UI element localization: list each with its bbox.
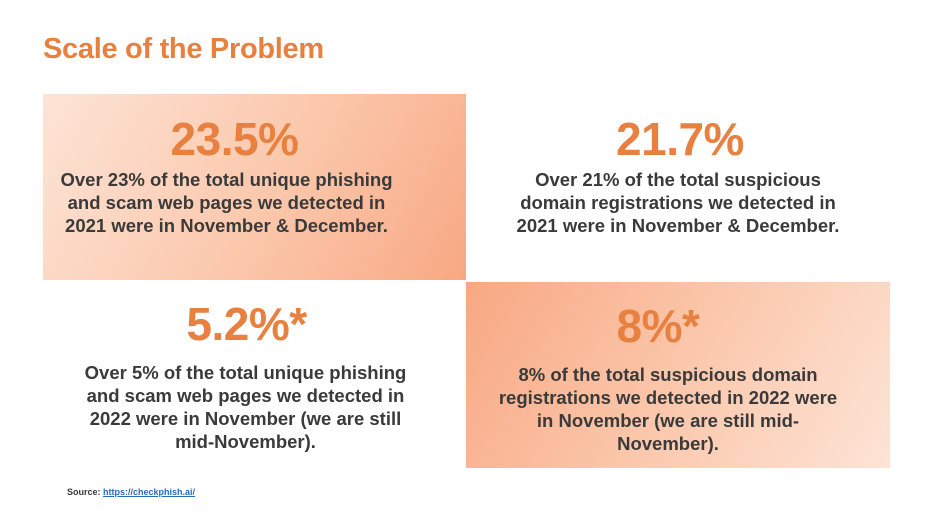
description-line: 2021 were in November & December.	[65, 215, 388, 236]
description-line: 2022 were in November (we are still	[89, 408, 402, 429]
stat-card-2021-phishing: 23.5% Over 23% of the total unique phish…	[43, 94, 466, 280]
stat-description: 8% of the total suspicious domain regist…	[446, 363, 890, 455]
description-line: 2021 were in November & December.	[516, 215, 840, 236]
page-title: Scale of the Problem	[43, 33, 324, 65]
stat-description: Over 21% of the total suspicious domain …	[466, 168, 890, 237]
description-line: registrations we detected in 2022 were	[498, 387, 838, 408]
description-line: 8% of the total suspicious domain	[518, 364, 818, 385]
stat-description: Over 23% of the total unique phishing an…	[15, 168, 438, 237]
description-line: mid-November).	[175, 431, 316, 452]
stat-card-2022-domains: 8%* 8% of the total suspicious domain re…	[466, 282, 890, 468]
description-line: in November (we are still mid-	[536, 410, 800, 431]
description-line: Over 5% of the total unique phishing	[84, 362, 407, 383]
description-line: Over 23% of the total unique phishing	[60, 169, 393, 190]
stat-description: Over 5% of the total unique phishing and…	[25, 361, 466, 453]
stat-value: 23.5%	[170, 113, 299, 165]
source-link[interactable]: https://checkphish.ai/	[103, 487, 196, 497]
stat-value: 8%*	[616, 300, 700, 352]
stat-value: 5.2%*	[186, 298, 307, 350]
stat-value: 21.7%	[616, 113, 744, 165]
description-line: domain registrations we detected in	[520, 192, 836, 213]
stat-card-2022-phishing: 5.2%* Over 5% of the total unique phishi…	[43, 282, 466, 468]
description-line: and scam web pages we detected in	[86, 385, 405, 406]
stat-card-2021-domains: 21.7% Over 21% of the total suspicious d…	[466, 94, 890, 280]
description-line: Over 21% of the total suspicious	[535, 169, 821, 190]
source-label: Source:	[67, 487, 101, 497]
source-note: Source: https://checkphish.ai/	[67, 487, 195, 497]
description-line: and scam web pages we detected in	[67, 192, 386, 213]
description-line: November).	[617, 433, 719, 454]
